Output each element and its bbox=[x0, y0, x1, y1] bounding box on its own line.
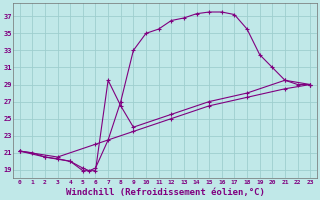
X-axis label: Windchill (Refroidissement éolien,°C): Windchill (Refroidissement éolien,°C) bbox=[66, 188, 264, 197]
